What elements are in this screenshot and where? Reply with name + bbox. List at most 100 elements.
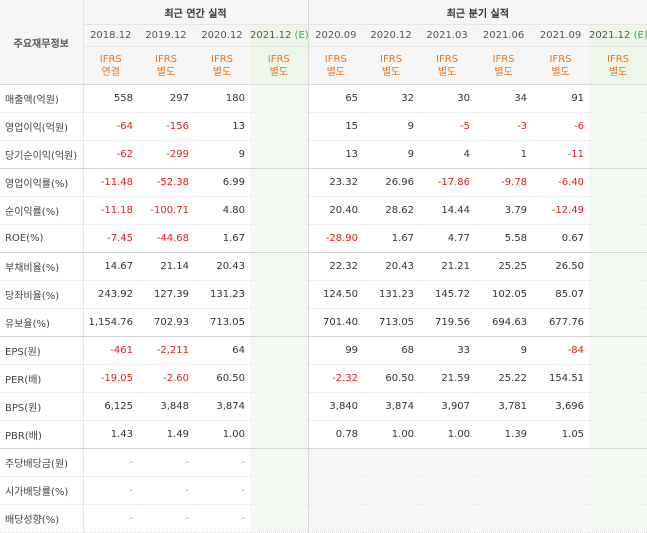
period-label: 2020.09: [315, 30, 357, 41]
table-cell: -6: [532, 112, 590, 141]
table-cell: 145.72: [419, 280, 476, 309]
table-row: 유보율(%) 1,154.76 702.93 713.05 701.40 713.05 71…: [0, 308, 647, 337]
basis-type: 별도: [608, 66, 628, 78]
basis-standard: IFRS: [436, 53, 459, 65]
table-cell: [363, 504, 420, 533]
table-cell: [532, 504, 590, 533]
table-row: PBR(배) 1.43 1.49 1.00 0.78 1.00 1.00 1.39 1.05: [0, 420, 647, 449]
table-cell: -: [194, 476, 250, 505]
accounting-basis: IFRS 별도: [363, 46, 420, 85]
table-cell: [250, 112, 309, 141]
table-cell: 3,696: [532, 392, 590, 421]
table-cell: [589, 224, 647, 253]
table-cell: -84: [532, 336, 590, 365]
period-header: 2021.12 (E): [589, 24, 647, 47]
basis-standard: IFRS: [492, 53, 515, 65]
table-cell: 3,840: [307, 392, 364, 421]
table-cell: [250, 308, 309, 337]
period-label: 2021.03: [426, 30, 468, 41]
table-cell: 154.51: [532, 364, 590, 393]
table-cell: 131.23: [194, 280, 250, 309]
table-cell: 9: [475, 336, 533, 365]
row-label: 시가배당률(%): [0, 476, 84, 505]
table-cell: 127.39: [138, 280, 194, 309]
quarter-group-header: 최근 분기 실적: [307, 0, 647, 25]
accounting-basis: IFRS 별도: [194, 46, 250, 85]
table-cell: 3,781: [475, 392, 533, 421]
period-header: 2021.09: [532, 24, 590, 47]
table-cell: -: [138, 504, 194, 533]
table-cell: -2,211: [138, 336, 194, 365]
table-cell: 25.25: [475, 252, 533, 281]
table-cell: 701.40: [307, 308, 364, 337]
table-cell: 1.67: [363, 224, 420, 253]
table-cell: 9: [194, 140, 250, 169]
table-cell: [589, 364, 647, 393]
table-cell: 702.93: [138, 308, 194, 337]
table-cell: [589, 420, 647, 449]
table-cell: 21.14: [138, 252, 194, 281]
table-row: 주당배당금(원) - - -: [0, 448, 647, 477]
row-label: 당좌비율(%): [0, 280, 84, 309]
table-row: 영업이익률(%) -11.48 -52.38 6.99 23.32 26.96 -17.86…: [0, 168, 647, 197]
table-cell: 0.78: [307, 420, 364, 449]
table-cell: 28.62: [363, 196, 420, 225]
table-cell: [589, 84, 647, 113]
header-label: 주요재무정보: [0, 0, 84, 85]
row-label: 주당배당금(원): [0, 448, 84, 477]
table-cell: -11.18: [83, 196, 138, 225]
period-header: 2021.03: [419, 24, 476, 47]
accounting-basis: IFRS 연결: [83, 46, 138, 85]
table-cell: -52.38: [138, 168, 194, 197]
table-cell: [475, 448, 533, 477]
table-cell: [307, 448, 364, 477]
period-label: 2021.12: [250, 30, 292, 41]
table-cell: -: [83, 504, 138, 533]
row-label: 당기순이익(억원): [0, 140, 84, 169]
table-cell: 33: [419, 336, 476, 365]
table-cell: [589, 504, 647, 533]
table-cell: -64: [83, 112, 138, 141]
table-row: PER(배) -19.05 -2.60 60.50 -2.32 60.50 21.59 25.…: [0, 364, 647, 393]
table-cell: 243.92: [83, 280, 138, 309]
table-cell: 3,874: [363, 392, 420, 421]
table-cell: -17.86: [419, 168, 476, 197]
table-cell: 3.79: [475, 196, 533, 225]
table-cell: 1.00: [419, 420, 476, 449]
table-cell: -2.60: [138, 364, 194, 393]
row-label: 순이익률(%): [0, 196, 84, 225]
table-row: ROE(%) -7.45 -44.68 1.67 -28.90 1.67 4.77 5.58 0…: [0, 224, 647, 253]
row-label: 유보율(%): [0, 308, 84, 337]
table-cell: [532, 476, 590, 505]
table-cell: 719.56: [419, 308, 476, 337]
basis-type: 별도: [269, 66, 288, 78]
basis-standard: IFRS: [267, 53, 290, 65]
table-cell: [250, 448, 309, 477]
table-cell: 0.67: [532, 224, 590, 253]
table-cell: 21.21: [419, 252, 476, 281]
table-cell: -9.78: [475, 168, 533, 197]
table-cell: 713.05: [194, 308, 250, 337]
basis-type: 연결: [101, 66, 120, 78]
table-cell: [589, 140, 647, 169]
basis-type: 별도: [551, 66, 570, 78]
table-cell: 64: [194, 336, 250, 365]
table-cell: [532, 448, 590, 477]
table-row: 매출액(억원) 558 297 180 65 32 30 34 91: [0, 84, 647, 113]
table-cell: -2.32: [307, 364, 364, 393]
table-cell: [589, 112, 647, 141]
table-cell: -28.90: [307, 224, 364, 253]
table-cell: 1.67: [194, 224, 250, 253]
table-cell: 23.32: [307, 168, 364, 197]
basis-standard: IFRS: [380, 53, 403, 65]
basis-standard: IFRS: [324, 53, 347, 65]
period-label: 2020.12: [370, 30, 412, 41]
table-cell: [589, 336, 647, 365]
table-cell: [589, 392, 647, 421]
table-row: 부채비율(%) 14.67 21.14 20.43 22.32 20.43 21.21 25.…: [0, 252, 647, 281]
row-label: 영업이익률(%): [0, 168, 84, 197]
table-cell: -: [194, 504, 250, 533]
table-cell: 20.43: [363, 252, 420, 281]
table-cell: -: [194, 448, 250, 477]
